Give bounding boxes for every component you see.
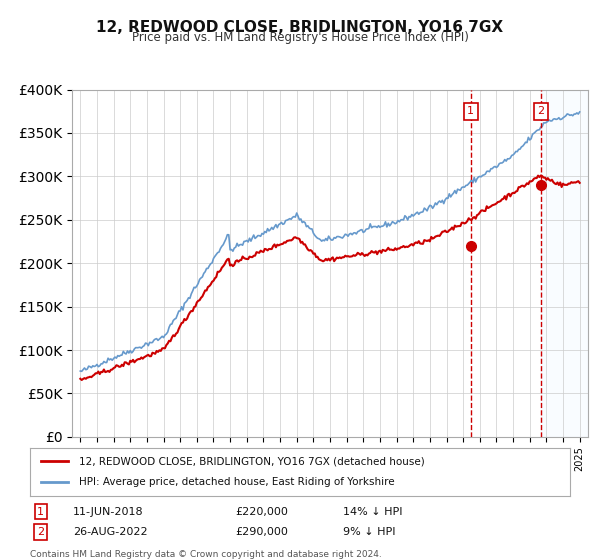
Text: 9% ↓ HPI: 9% ↓ HPI [343,527,396,537]
Text: 1: 1 [467,106,474,116]
Text: £220,000: £220,000 [235,507,288,516]
Text: 12, REDWOOD CLOSE, BRIDLINGTON, YO16 7GX: 12, REDWOOD CLOSE, BRIDLINGTON, YO16 7GX [97,20,503,35]
Bar [541,90,588,437]
Text: 11-JUN-2018: 11-JUN-2018 [73,507,144,516]
Text: 14% ↓ HPI: 14% ↓ HPI [343,507,403,516]
Text: £290,000: £290,000 [235,527,288,537]
Text: 26-AUG-2022: 26-AUG-2022 [73,527,148,537]
Text: Price paid vs. HM Land Registry's House Price Index (HPI): Price paid vs. HM Land Registry's House … [131,31,469,44]
Text: 2: 2 [537,106,544,116]
Text: 1: 1 [37,507,44,516]
Text: HPI: Average price, detached house, East Riding of Yorkshire: HPI: Average price, detached house, East… [79,477,394,487]
Text: 12, REDWOOD CLOSE, BRIDLINGTON, YO16 7GX (detached house): 12, REDWOOD CLOSE, BRIDLINGTON, YO16 7GX… [79,456,424,466]
Text: 2: 2 [37,527,44,537]
Text: Contains HM Land Registry data © Crown copyright and database right 2024.
This d: Contains HM Land Registry data © Crown c… [30,550,382,560]
